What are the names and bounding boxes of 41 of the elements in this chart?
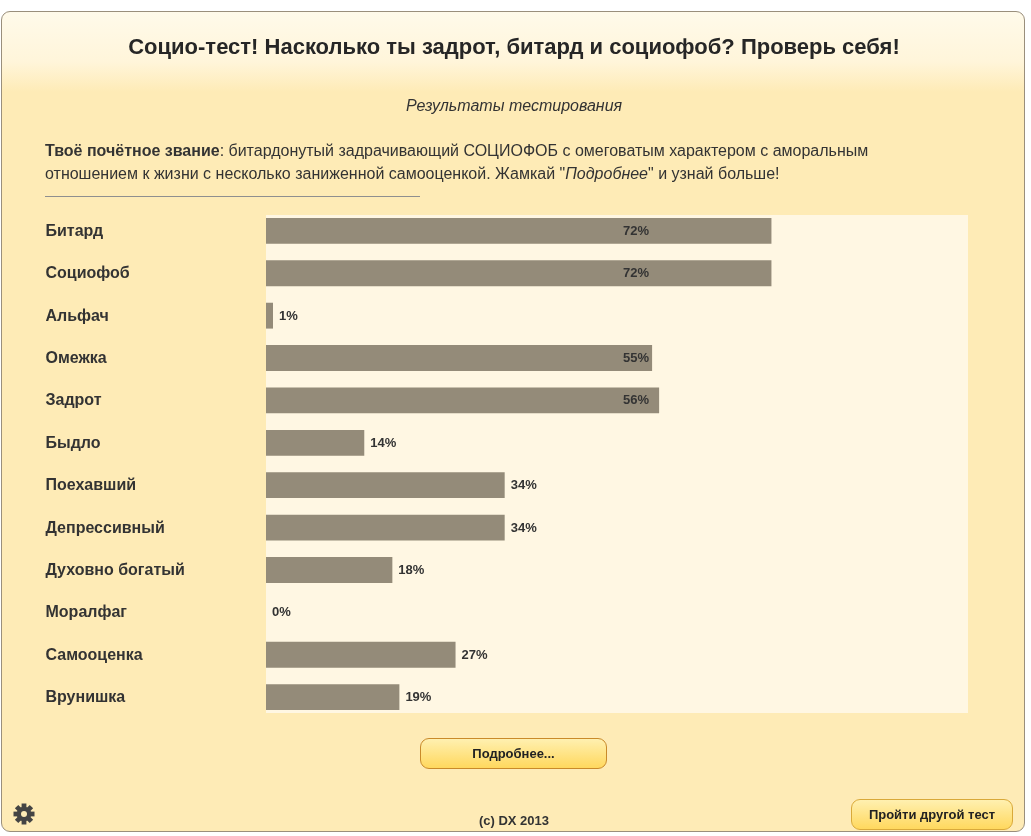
y-tick-label: Социофоб: [45, 264, 130, 282]
y-tick-label: Битард: [45, 221, 104, 239]
bar: [266, 302, 274, 329]
button: Пройти другой тест: [851, 799, 1013, 830]
data-label: 72%: [623, 265, 650, 281]
bar: [266, 641, 456, 668]
bar: [266, 387, 660, 414]
bar: [266, 557, 393, 583]
bar: [266, 217, 772, 244]
text: (c) DX 2013: [478, 813, 550, 828]
y-tick-label: Задрот: [45, 391, 102, 409]
chart-title: Социо-тест! Насколько ты задрот, битард и социофоб? Проверь себя!: [127, 34, 901, 60]
bar: [266, 260, 772, 287]
bar: [266, 345, 653, 371]
data-label: 0%: [272, 604, 292, 620]
data-label: 18%: [398, 561, 425, 577]
data-label: 14%: [370, 434, 397, 450]
y-tick-label: Омежка: [45, 349, 107, 367]
text: Твоё почётное звание: битардонутый задрачивающий СОЦИОФОБ с омеговатым характером с аморальным отношением к жизни с несколько заниженной самооценкой. Жамкай "Подробнее" и узнай больше!: [45, 141, 870, 184]
data-label: 72%: [623, 222, 650, 238]
data-label: 1%: [279, 307, 299, 323]
data-label: 55%: [623, 350, 650, 366]
data-label: 34%: [510, 477, 538, 493]
data-label: 56%: [623, 392, 650, 408]
y-tick-label: Врунишка: [45, 688, 126, 706]
data-label: 27%: [461, 646, 488, 662]
y-tick-label: Депрессивный: [45, 518, 165, 536]
y-tick-label: Альфач: [45, 306, 109, 324]
chart-subtitle: Результаты тестирования: [404, 97, 624, 115]
y-tick-label: Моралфаг: [45, 603, 128, 621]
bar: [266, 472, 505, 499]
bar: [266, 429, 365, 456]
button: Подробнее...: [420, 738, 607, 769]
bar: [266, 514, 505, 541]
y-tick-label: Духовно богатый: [45, 560, 185, 578]
y-tick-label: Самооценка: [45, 645, 143, 663]
y-tick-label: Быдло: [45, 433, 101, 451]
data-label: 34%: [510, 519, 538, 535]
y-tick-label: Поехавший: [45, 476, 137, 494]
bar: [266, 684, 400, 711]
data-label: 19%: [405, 689, 432, 705]
